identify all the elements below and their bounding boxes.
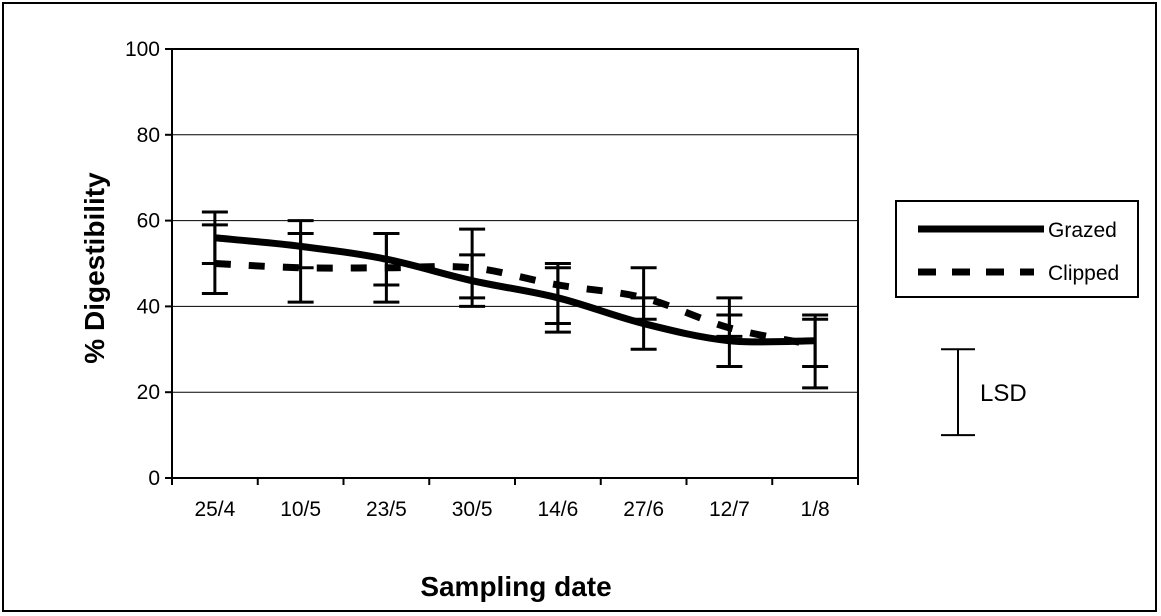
series-line-grazed [214, 234, 816, 346]
y-axis-ticks: 0 20 40 60 80 100 [125, 38, 172, 490]
legend-box [895, 200, 1139, 298]
y-tick-label: 100 [125, 38, 160, 61]
error-bar-clipped [630, 296, 657, 321]
x-tick-label: 10/5 [280, 498, 321, 521]
x-axis-title: Sampling date [420, 571, 611, 602]
y-tick-label: 80 [137, 124, 160, 147]
error-bar-clipped [201, 223, 228, 265]
x-axis-ticks: 25/4 10/5 23/5 30/5 14/6 27/6 12/7 1/8 [171, 478, 859, 521]
gridlines [172, 134, 858, 393]
y-axis-title: % Digestibility [79, 172, 110, 364]
x-tick-label: 30/5 [452, 498, 493, 521]
legend: Grazed Clipped [895, 200, 1139, 298]
lsd-label: LSD [980, 380, 1027, 407]
x-tick-label: 27/6 [623, 498, 664, 521]
x-tick-label: 14/6 [537, 498, 578, 521]
plot-area [171, 48, 859, 479]
legend-label-grazed: Grazed [1048, 219, 1117, 242]
x-tick-label: 1/8 [801, 498, 830, 521]
x-tick-label: 12/7 [709, 498, 750, 521]
error-bars [201, 210, 829, 390]
series-line-clipped [214, 260, 816, 349]
y-tick-label: 0 [148, 467, 160, 490]
y-tick-label: 40 [137, 295, 160, 318]
y-tick-label: 20 [137, 381, 160, 404]
series-lines [214, 234, 816, 349]
legend-label-clipped: Clipped [1048, 262, 1119, 285]
x-tick-label: 25/4 [194, 498, 235, 521]
error-bar-clipped [459, 253, 486, 300]
y-tick-label: 60 [137, 210, 160, 233]
x-tick-label: 23/5 [366, 498, 407, 521]
lsd-bar: LSD [941, 348, 1027, 437]
